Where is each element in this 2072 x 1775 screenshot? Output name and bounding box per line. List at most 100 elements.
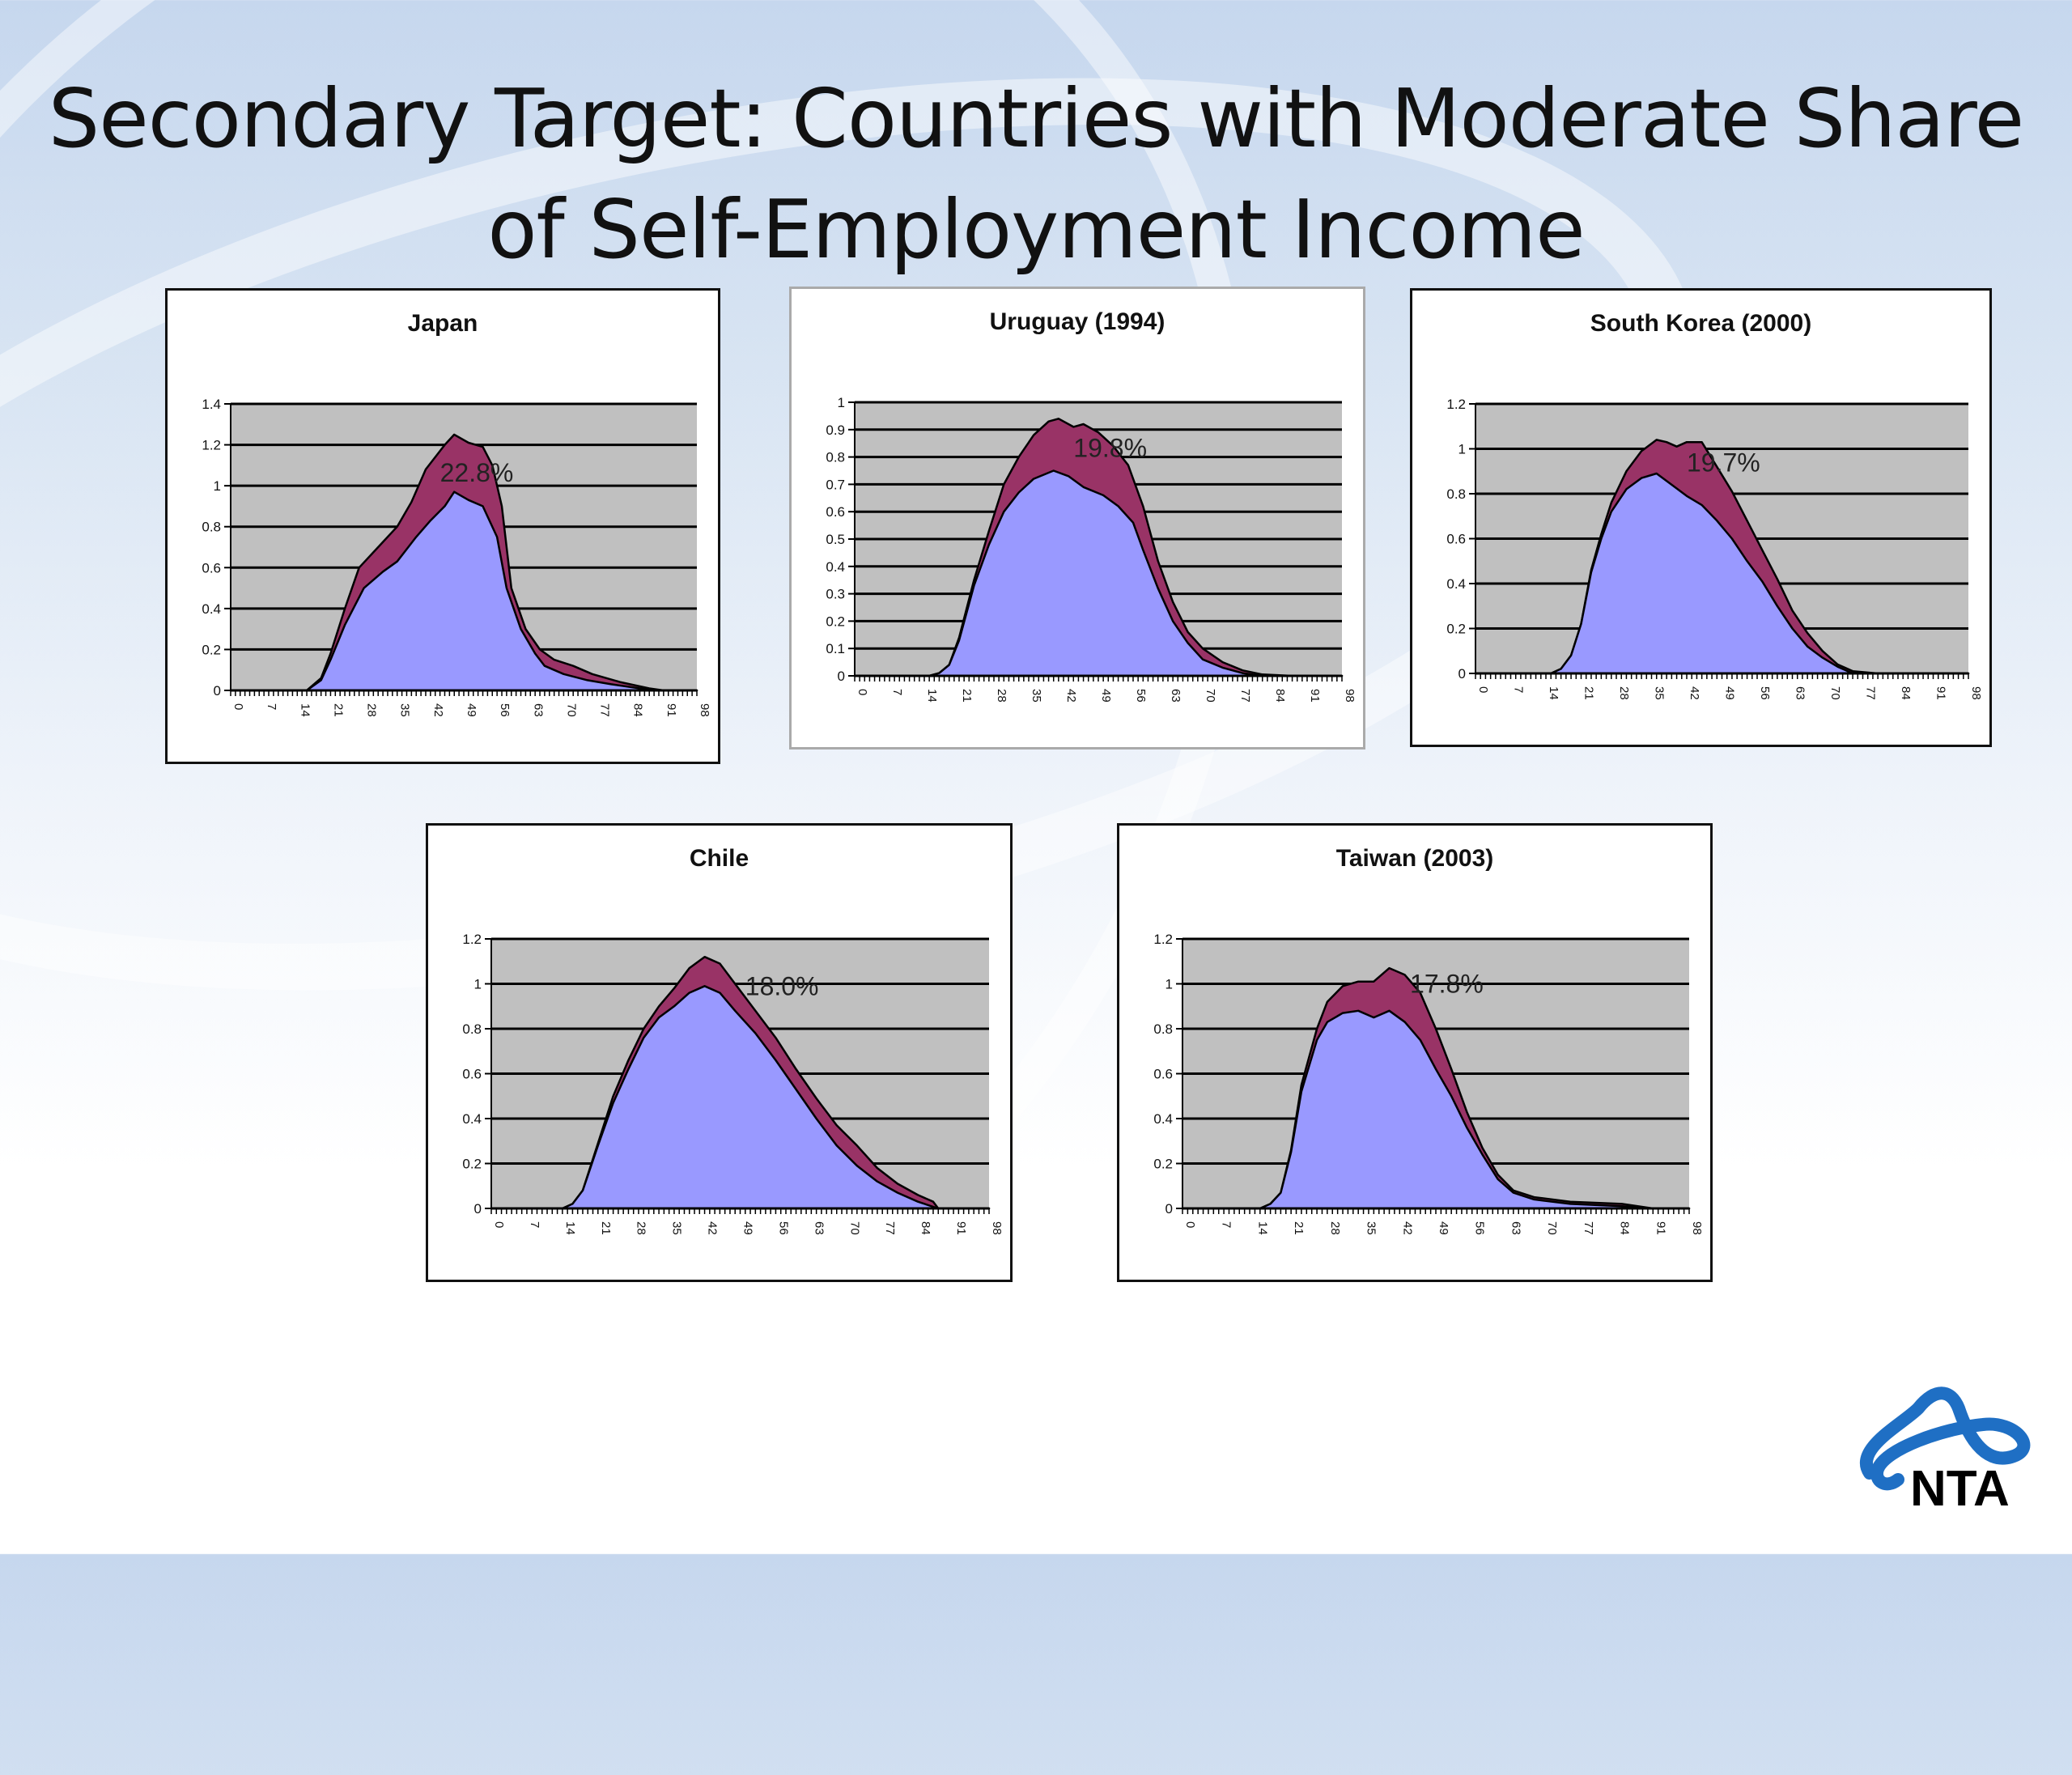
x-tick-label: 56 — [498, 703, 512, 717]
x-tick-label: 7 — [265, 703, 278, 710]
x-tick-label: 28 — [635, 1221, 648, 1235]
x-tick-label: 0 — [856, 689, 869, 695]
share-data-label: 19.7% — [1687, 448, 1760, 477]
x-tick-label: 84 — [1899, 686, 1913, 700]
y-tick-label: 0.8 — [202, 520, 221, 535]
y-tick-label: 0.8 — [1153, 1021, 1173, 1037]
x-tick-label: 70 — [1545, 1221, 1559, 1235]
x-tick-label: 77 — [1238, 689, 1252, 703]
x-tick-label: 91 — [954, 1221, 968, 1235]
x-tick-label: 49 — [741, 1221, 755, 1235]
x-tick-label: 28 — [1328, 1221, 1342, 1235]
y-tick-label: 1 — [1458, 442, 1466, 457]
x-tick-label: 0 — [492, 1221, 506, 1228]
x-tick-label: 0 — [1476, 686, 1490, 693]
x-tick-label: 42 — [1400, 1221, 1414, 1235]
chart-taiwan: 0 0.2 0.4 0.6 0.8 1 1.2 0 7 14 21 28 35 42 49 56 63 70 77 8… — [1117, 823, 1713, 1282]
share-data-label: 18.0% — [745, 971, 819, 1000]
y-tick-label: 0.4 — [202, 601, 221, 617]
x-tick-label: 28 — [1617, 686, 1631, 700]
x-tick-label: 70 — [847, 1221, 861, 1235]
chart-title: South Korea (2000) — [1590, 310, 1812, 337]
chart-title: Taiwan (2003) — [1335, 845, 1494, 872]
x-tick-label: 77 — [1582, 1221, 1595, 1235]
x-tick-label: 0 — [231, 703, 245, 710]
base-area — [1181, 1009, 1691, 1210]
y-tick-label: 0.6 — [1446, 532, 1466, 547]
y-tick-label: 0.2 — [826, 614, 845, 629]
x-tick-label: 42 — [1688, 686, 1701, 700]
y-tick-label: 0.9 — [826, 423, 845, 438]
x-tick-label: 77 — [1864, 686, 1878, 700]
x-tick-label: 7 — [1220, 1221, 1233, 1228]
x-tick-label: 14 — [1547, 686, 1560, 700]
x-tick-label: 70 — [564, 703, 578, 717]
x-tick-label: 49 — [465, 703, 478, 717]
x-tick-label: 7 — [890, 689, 904, 695]
x-tick-label: 98 — [1969, 686, 1983, 700]
base-area — [853, 469, 1344, 677]
chart-title: Chile — [689, 845, 749, 872]
chart-japan: 0 0.2 0.4 0.6 0.8 1 1.2 1.4 0 7 14 21 28 35 42 49 56 63 70… — [165, 288, 720, 764]
x-tick-label: 35 — [670, 1221, 684, 1235]
x-tick-label: 56 — [1758, 686, 1772, 700]
base-area — [229, 490, 698, 692]
chart-south-korea: 0 0.2 0.4 0.6 0.8 1 1.2 0 7 14 21 28 35 42 49 56 63 70 77 8… — [1410, 288, 1992, 747]
chart-svg: 0 0.2 0.4 0.6 0.8 1 1.2 0 7 14 21 28 35 42 49 56 63 70 77 8… — [1153, 932, 1704, 1235]
slide-title-line-2: of Self-Employment Income — [487, 182, 1585, 277]
x-tick-label: 28 — [995, 689, 1008, 703]
x-tick-label: 63 — [812, 1221, 826, 1235]
x-tick-label: 84 — [631, 703, 645, 717]
share-data-label: 17.8% — [1410, 970, 1484, 999]
x-tick-label: 42 — [431, 703, 445, 717]
nta-logo-icon: NTA — [1860, 1386, 2031, 1517]
y-tick-label: 0.8 — [462, 1021, 482, 1037]
y-tick-label: 1.2 — [1153, 932, 1173, 947]
chart-title: Japan — [407, 310, 478, 337]
x-tick-label: 14 — [298, 703, 312, 717]
x-tick-label: 56 — [1473, 1221, 1487, 1235]
chart-uruguay: 0 0.1 0.2 0.3 0.4 0.5 0.6 0.7 0.8 0.9 1 0 7 14 21 28 35 4… — [789, 287, 1365, 749]
chart-svg: 0 0.1 0.2 0.3 0.4 0.5 0.6 0.7 0.8 0.9 1 0 7 14 21 28 35 4… — [826, 395, 1357, 703]
y-tick-label: 0.5 — [826, 532, 845, 547]
logo-text: NTA — [1910, 1461, 2010, 1514]
x-tick-label: 35 — [398, 703, 412, 717]
x-tick-label: 7 — [528, 1221, 541, 1228]
y-tick-label: 0.1 — [826, 641, 845, 656]
y-tick-label: 0.6 — [1153, 1067, 1173, 1082]
x-tick-label: 21 — [599, 1221, 613, 1235]
y-tick-label: 1 — [474, 977, 482, 992]
base-area — [1474, 472, 1970, 675]
x-tick-label: 91 — [1308, 689, 1322, 703]
y-tick-label: 0 — [838, 669, 845, 684]
y-tick-label: 0.6 — [462, 1067, 482, 1082]
y-tick-label: 1.4 — [202, 397, 221, 412]
y-tick-label: 0.6 — [826, 504, 845, 520]
y-tick-label: 0.7 — [826, 477, 845, 492]
y-tick-label: 0 — [214, 683, 221, 699]
y-tick-label: 1 — [838, 395, 845, 410]
x-tick-label: 49 — [1723, 686, 1737, 700]
x-tick-label: 56 — [1134, 689, 1148, 703]
y-tick-label: 1.2 — [202, 438, 221, 453]
x-tick-label: 42 — [1064, 689, 1078, 703]
x-tick-label: 56 — [776, 1221, 790, 1235]
share-data-label: 19.8% — [1073, 434, 1147, 463]
y-tick-label: 1 — [214, 478, 221, 494]
share-data-label: 22.8% — [440, 458, 514, 487]
x-tick-label: 14 — [1255, 1221, 1269, 1235]
y-tick-label: 0.4 — [1153, 1111, 1173, 1127]
x-tick-label: 21 — [1582, 686, 1596, 700]
x-tick-label: 35 — [1030, 689, 1043, 703]
x-tick-label: 21 — [960, 689, 974, 703]
x-tick-label: 98 — [1343, 689, 1357, 703]
x-tick-label: 42 — [706, 1221, 720, 1235]
x-tick-label: 84 — [919, 1221, 932, 1235]
x-tick-label: 70 — [1828, 686, 1842, 700]
y-tick-label: 0.3 — [826, 587, 845, 602]
x-tick-label: 63 — [1169, 689, 1182, 703]
chart-chile: 0 0.2 0.4 0.6 0.8 1 1.2 0 7 14 21 28 35 42 49 56 63 70 77 8… — [426, 823, 1013, 1282]
chart-svg: 0 0.2 0.4 0.6 0.8 1 1.2 0 7 14 21 28 35 42 49 56 63 70 77 8… — [462, 932, 1004, 1235]
y-tick-label: 0.2 — [1446, 622, 1466, 637]
x-tick-label: 98 — [698, 703, 711, 717]
